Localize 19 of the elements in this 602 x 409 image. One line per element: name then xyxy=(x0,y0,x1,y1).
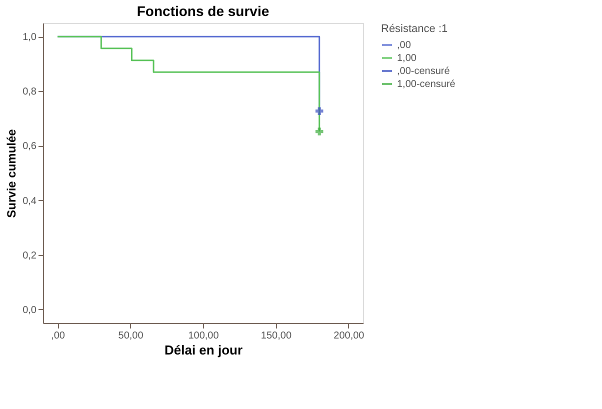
y-tick-label: 0,8 xyxy=(22,86,37,98)
y-axis-title: Survie cumulée xyxy=(4,128,19,218)
y-tick-label: 0,2 xyxy=(22,250,37,262)
x-tick-label: 200,00 xyxy=(334,330,365,342)
x-tick-label: 150,00 xyxy=(260,330,292,342)
x-axis-title: Délai en jour xyxy=(164,342,243,358)
legend-title: Résistance :1 xyxy=(381,23,448,35)
y-tick-label: 0,4 xyxy=(22,196,37,207)
legend-label: ,00 xyxy=(397,40,412,51)
legend-label: 1,00-censuré xyxy=(397,79,456,90)
y-tick-label: 0,6 xyxy=(22,141,37,152)
y-tick-label: 1,0 xyxy=(22,32,37,44)
x-tick-label: ,00 xyxy=(51,330,66,342)
x-tick-label: 100,00 xyxy=(188,330,220,342)
chart-title: Fonctions de survie xyxy=(136,3,270,19)
legend-label: 1,00 xyxy=(397,53,417,64)
y-tick-label: 0,0 xyxy=(22,304,37,316)
legend-label: ,00-censuré xyxy=(397,66,450,77)
x-tick-label: 50,00 xyxy=(118,330,144,342)
